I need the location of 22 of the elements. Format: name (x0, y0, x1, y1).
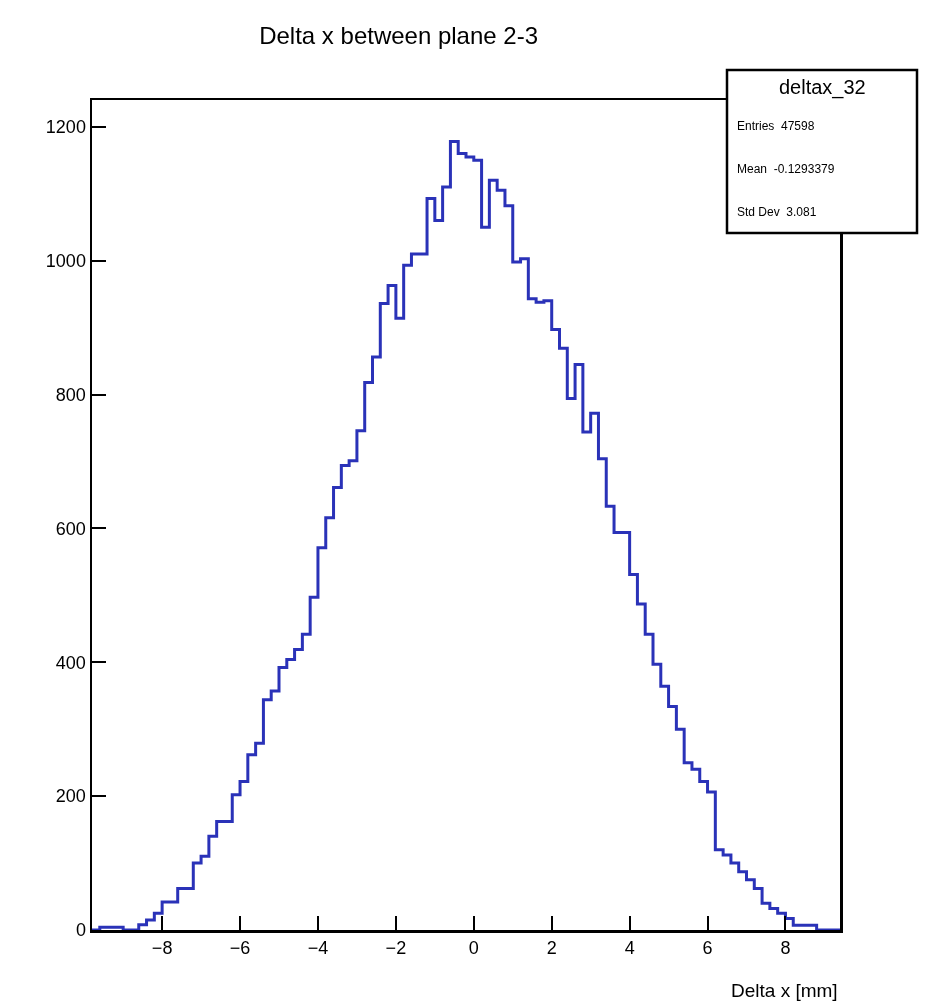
annotation: Std Dev 3.081 (737, 205, 817, 219)
y-tick-label: 600 (55, 518, 86, 539)
x-tick-label: 4 (624, 938, 635, 959)
chart-title: Delta x between plane 2-3 (259, 21, 539, 49)
annotation: Entries 47598 (737, 119, 815, 133)
y-tick-label: 200 (55, 786, 86, 807)
x-tick-label: −4 (307, 938, 329, 959)
y-tick-label: 0 (75, 920, 86, 941)
y-tick-label: 1000 (45, 250, 86, 271)
x-tick-label: −8 (151, 938, 173, 959)
x-axis-title: Delta x [mm] (731, 980, 838, 1001)
y-tick-label: 1200 (45, 117, 86, 138)
y-tick-label: 800 (55, 384, 86, 405)
x-tick-label: 6 (702, 938, 713, 959)
text: deltax_32 (779, 76, 866, 99)
x-tick-label: 8 (780, 938, 791, 959)
x-tick-label: −2 (385, 938, 407, 959)
annotation: Mean -0.1293379 (737, 162, 835, 176)
y-tick-label: 400 (55, 652, 86, 673)
x-tick-label: 0 (468, 938, 479, 959)
x-tick-label: −6 (229, 938, 251, 959)
x-tick-label: 2 (546, 938, 557, 959)
